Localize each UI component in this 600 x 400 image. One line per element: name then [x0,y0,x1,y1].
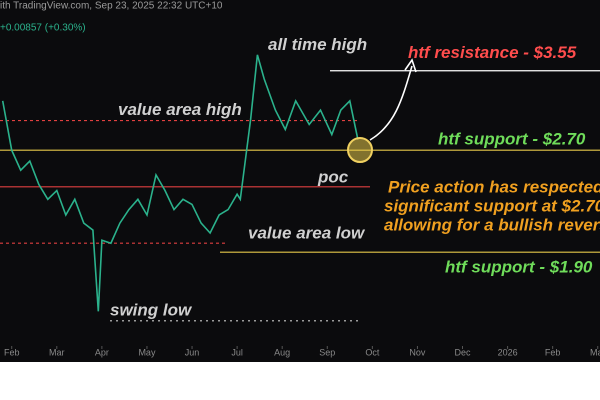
level-label: all time high [268,35,367,54]
x-tick-label: 2026 [498,347,518,357]
x-tick-label: Mar [49,347,65,357]
x-tick-label: Apr [95,347,109,357]
x-tick-label: May [138,347,156,357]
arrow [369,65,413,141]
note-line: Price action has respected [388,177,600,196]
x-tick-label: Jul [231,347,243,357]
level-label: htf resistance - $3.55 [408,43,577,62]
note-line: significant support at $2.70 [384,196,600,215]
level-label: htf support - $2.70 [438,130,586,149]
level-label: swing low [110,300,193,319]
x-tick-label: Aug [274,347,290,357]
x-tick-label: Feb [545,347,561,357]
x-tick-label: Jun [185,347,200,357]
price-line [1,54,359,312]
price-change: +0.00857 (+0.30%) [0,23,86,34]
header: ith TradingView.com, Sep 23, 2025 22:32 … [0,1,223,12]
highlight-circle [347,137,373,163]
level-label: htf support - $1.90 [445,258,593,277]
level-label: value area high [118,100,242,119]
plot: Feb Mar Apr May Jun Jul Aug Sep Oct Nov Dec 2026 Feb… [0,54,600,357]
x-tick-label: Nov [409,347,426,357]
chart-background [0,0,600,362]
arrow-head [404,58,417,73]
x-tick-label: Feb [4,347,20,357]
level-label: poc [317,167,349,186]
x-tick-label: Sep [319,347,335,357]
x-tick-label: Dec [455,347,472,357]
note-line: allowing for a bullish reversal [384,215,600,234]
level-label: value area low [248,224,366,243]
x-tick-label: Mar [590,347,600,357]
x-tick-label: Oct [365,347,380,357]
